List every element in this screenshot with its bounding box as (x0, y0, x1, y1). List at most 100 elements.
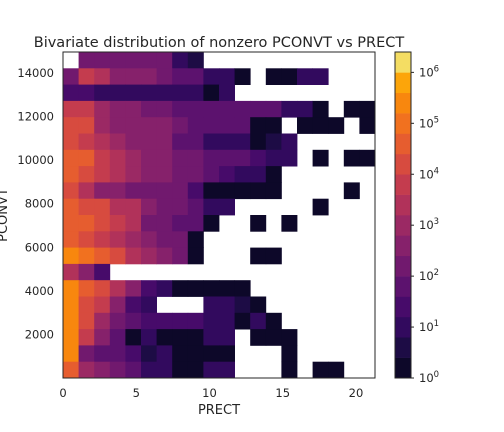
colorbar-tick-label: 105 (419, 115, 439, 130)
colorbar (395, 52, 411, 379)
heatmap-cell (250, 117, 267, 134)
heatmap-cell (203, 215, 220, 232)
heatmap-cell (109, 345, 126, 363)
heatmap-cell (94, 100, 111, 118)
heatmap-cell (234, 296, 251, 314)
heatmap-cell (187, 52, 204, 69)
heatmap-cell (187, 361, 204, 379)
heatmap-cell (63, 68, 79, 85)
heatmap-cell (78, 182, 95, 200)
heatmap-cell (187, 117, 204, 134)
heatmap-cell (281, 68, 298, 85)
heatmap-cell (94, 182, 111, 200)
heatmap-cell (125, 149, 142, 167)
heatmap-cell (156, 280, 173, 297)
heatmap-cell (234, 117, 251, 134)
heatmap-cell (234, 166, 251, 183)
heatmap-cell (187, 84, 204, 102)
heatmap-cell (63, 84, 79, 102)
heatmap-cell (94, 68, 111, 85)
heatmap-cell (203, 198, 220, 216)
heatmap-cell (156, 329, 173, 346)
heatmap-cell (187, 215, 204, 232)
heatmap-cell (203, 117, 220, 134)
heatmap-cell (125, 166, 142, 183)
heatmap-cell (78, 84, 95, 102)
heatmap-cell (141, 84, 157, 102)
heatmap-cell (141, 231, 157, 248)
heatmap-cell (94, 312, 111, 330)
heatmap-cell (281, 133, 298, 151)
heatmap-cell (141, 296, 157, 314)
heatmap-cell (343, 149, 360, 167)
heatmap-cell (78, 329, 95, 346)
colorbar-segment (395, 316, 411, 338)
heatmap-cell (265, 247, 282, 265)
heatmap-cell (219, 182, 235, 200)
x-tick-label: 20 (349, 386, 364, 400)
heatmap-cells (63, 52, 376, 379)
x-tick-label: 15 (275, 386, 290, 400)
heatmap-cell (63, 100, 79, 118)
x-tick-label: 0 (59, 386, 66, 400)
heatmap-cell (109, 68, 126, 85)
heatmap-cell (265, 312, 282, 330)
heatmap-cell (312, 100, 329, 118)
heatmap-cell (359, 149, 376, 167)
heatmap-cell (141, 247, 157, 265)
heatmap-cell (94, 263, 111, 281)
x-tick-label: 10 (202, 386, 217, 400)
y-axis-label: PCONVT (0, 188, 11, 242)
heatmap-cell (250, 329, 267, 346)
heatmap-cell (156, 182, 173, 200)
heatmap-cell (203, 345, 220, 363)
heatmap-cell (125, 361, 142, 379)
heatmap-cell (203, 329, 220, 346)
heatmap-cell (109, 84, 126, 102)
heatmap-cell (187, 345, 204, 363)
heatmap-cell (172, 166, 189, 183)
heatmap-cell (265, 68, 282, 85)
heatmap-cell (281, 215, 298, 232)
colorbar-segment (395, 235, 411, 257)
heatmap-cell (219, 296, 235, 314)
colorbar-segment (395, 296, 411, 318)
heatmap-cell (265, 329, 282, 346)
colorbar-segment (395, 255, 411, 277)
heatmap-cell (265, 149, 282, 167)
heatmap-cell (219, 100, 235, 118)
heatmap-cell (265, 117, 282, 134)
heatmap-cell (172, 133, 189, 151)
colorbar-segment (395, 92, 411, 114)
heatmap-cell (328, 361, 345, 379)
heatmap-cell (156, 231, 173, 248)
heatmap-cell (187, 68, 204, 85)
heatmap-cell (63, 263, 79, 281)
heatmap-cell (125, 312, 142, 330)
heatmap-cell (265, 182, 282, 200)
heatmap-cell (187, 182, 204, 200)
heatmap-cell (156, 117, 173, 134)
heatmap-cell (312, 198, 329, 216)
heatmap-cell (141, 280, 157, 297)
heatmap-cell (203, 68, 220, 85)
heatmap-cell (125, 198, 142, 216)
heatmap-cell (297, 68, 313, 85)
y-tick-label: 6000 (25, 240, 54, 254)
heatmap-cell (109, 280, 126, 297)
heatmap-cell (125, 117, 142, 134)
heatmap-cell (187, 133, 204, 151)
heatmap-cell (219, 84, 235, 102)
heatmap-cell (203, 149, 220, 167)
heatmap-cell (172, 68, 189, 85)
heatmap-cell (109, 215, 126, 232)
y-tick-label: 4000 (25, 284, 54, 298)
heatmap-cell (219, 329, 235, 346)
heatmap-cell (109, 329, 126, 346)
heatmap-cell (187, 231, 204, 248)
colorbar-frame (394, 51, 412, 379)
heatmap-cell (78, 133, 95, 151)
heatmap-cell (265, 133, 282, 151)
heatmap-cell (63, 231, 79, 248)
heatmap-cell (172, 280, 189, 297)
